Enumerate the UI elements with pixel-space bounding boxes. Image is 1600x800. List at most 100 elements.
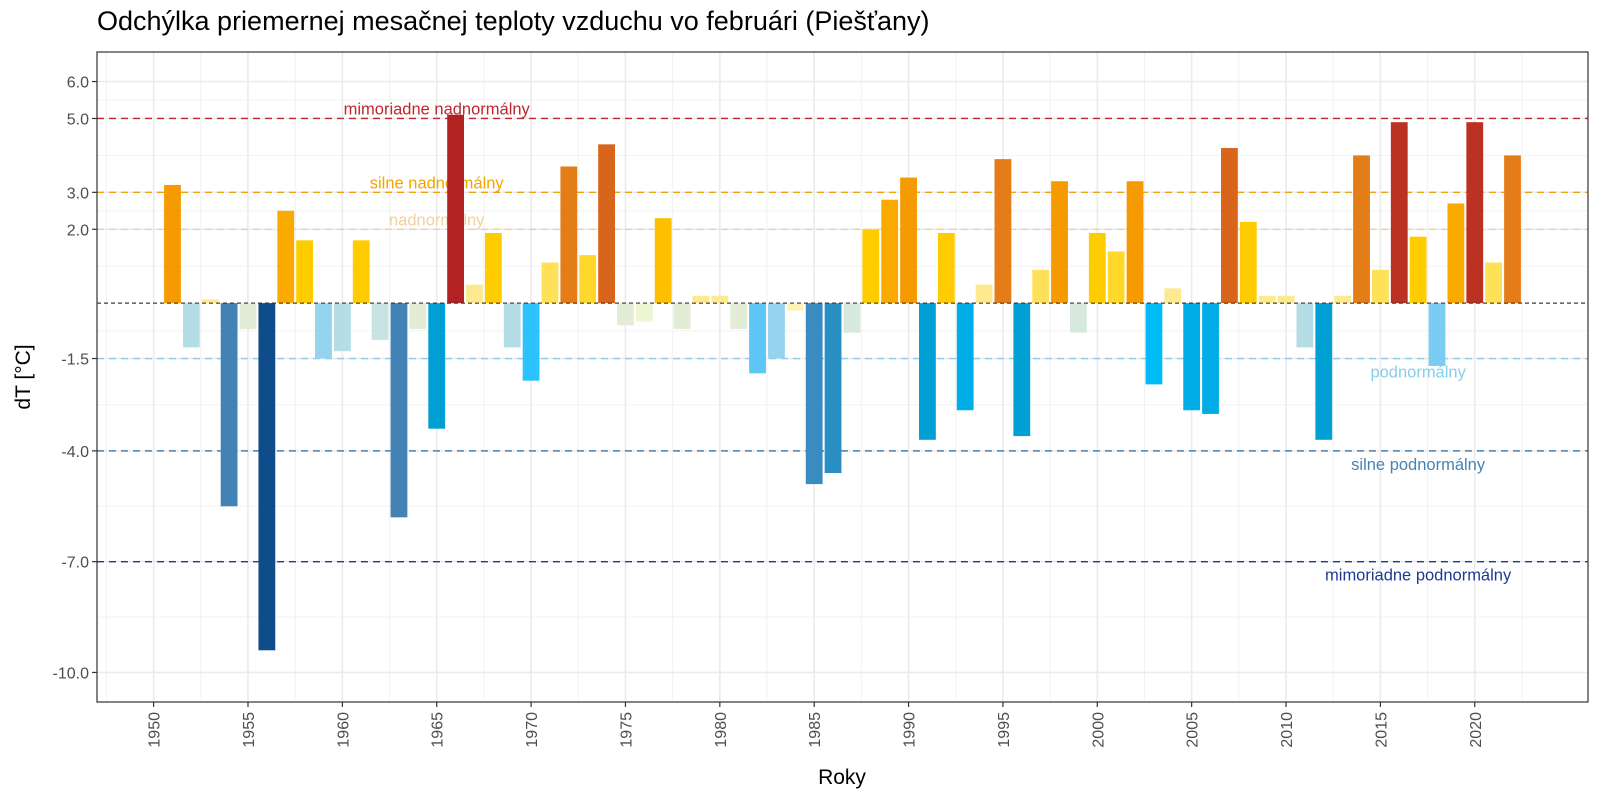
bar-1985 (805, 303, 823, 485)
bar-2000 (1088, 232, 1106, 304)
bar-1956 (258, 303, 276, 651)
y-tick-label: 3.0 (67, 185, 89, 202)
threshold-label: podnormálny (1370, 364, 1466, 382)
bar-1973 (579, 255, 597, 304)
bar-1995 (994, 159, 1012, 304)
bar-1971 (541, 262, 559, 304)
bar-1998 (1051, 181, 1068, 304)
bar-2007 (1221, 148, 1238, 304)
bar-2022 (1504, 155, 1521, 304)
bar-2009 (1258, 295, 1276, 304)
bar-1955 (239, 303, 257, 329)
bar-2014 (1353, 155, 1370, 304)
bar-1980 (711, 295, 729, 304)
x-tick-label: 2005 (1185, 712, 1202, 748)
y-tick-label: -4.0 (61, 444, 89, 461)
bar-2021 (1485, 262, 1503, 304)
bar-1987 (843, 303, 861, 333)
bar-2016 (1390, 122, 1408, 304)
bar-2003 (1145, 303, 1163, 385)
y-tick-label: 2.0 (67, 222, 89, 239)
bar-1970 (522, 303, 540, 381)
x-tick-label: 1990 (902, 712, 919, 748)
x-tick-label: 1950 (147, 712, 164, 748)
threshold-label: nadnormálny (389, 211, 485, 229)
bar-1953 (201, 299, 219, 304)
bar-2020 (1466, 122, 1484, 304)
bar-1957 (277, 210, 295, 304)
bar-1952 (182, 303, 200, 348)
bars (97, 114, 1588, 651)
bar-2018 (1428, 303, 1446, 366)
x-tick-label: 1980 (713, 712, 730, 748)
bar-2004 (1164, 288, 1182, 304)
bar-1993 (956, 303, 974, 411)
x-tick-label: 1995 (996, 712, 1013, 748)
bar-1984 (786, 303, 804, 311)
plot-border (96, 51, 1589, 703)
bar-1989 (881, 199, 899, 304)
bar-2010 (1277, 295, 1295, 304)
bar-1988 (862, 229, 880, 304)
bar-1975 (617, 303, 634, 326)
bar-2015 (1371, 269, 1389, 304)
y-tick-label: -10.0 (53, 665, 90, 682)
bar-1974 (598, 144, 615, 304)
y-tick-label: -7.0 (61, 555, 89, 572)
bar-1983 (768, 303, 785, 359)
bar-1999 (1070, 303, 1087, 333)
x-tick-label: 1970 (524, 712, 541, 748)
bar-1992 (937, 232, 955, 304)
y-axis: 6.0 5.0 3.0 2.0 -1.5 -4.0 -7.0 -10.0 (53, 75, 97, 682)
x-tick-label: 2010 (1279, 712, 1296, 748)
bar-1996 (1013, 303, 1031, 437)
bar-2008 (1239, 221, 1257, 304)
bar-1962 (371, 303, 389, 341)
bar-1997 (1032, 269, 1050, 304)
bar-1966 (447, 114, 464, 304)
bar-2006 (1202, 303, 1219, 414)
bar-1965 (428, 303, 446, 429)
y-tick-label: 6.0 (67, 75, 89, 92)
bar-1977 (654, 218, 672, 304)
x-axis: 1950 1955 1960 1965 1970 1975 1980 1985 1990 1995… (147, 702, 1485, 748)
x-tick-label: 2020 (1468, 712, 1485, 748)
threshold-label: mimoriadne nadnormálny (344, 100, 531, 118)
bar-1968 (484, 232, 502, 304)
threshold-labels: mimoriadne nadnormálny silne nadnormálny n… (344, 100, 1512, 584)
x-tick-label: 2015 (1373, 712, 1390, 748)
x-tick-label: 1975 (618, 712, 635, 748)
bar-1964 (409, 303, 427, 329)
grid-minor (97, 52, 1588, 702)
bar-1978 (673, 303, 691, 329)
threshold-label: silne podnormálny (1351, 456, 1486, 474)
bar-1951 (164, 184, 181, 304)
x-tick-label: 1960 (335, 712, 352, 748)
bar-1986 (824, 303, 842, 474)
bar-2019 (1447, 203, 1465, 304)
bar-2011 (1296, 303, 1314, 348)
chart-title: Odchýlka priemernej mesačnej teploty vzd… (97, 6, 930, 36)
x-axis-title: Roky (818, 766, 866, 789)
bar-2001 (1107, 251, 1125, 304)
bar-1982 (749, 303, 766, 374)
bar-2005 (1183, 303, 1201, 411)
threshold-label: mimoriadne podnormálny (1325, 567, 1512, 585)
bar-1979 (692, 295, 710, 304)
bar-2002 (1126, 181, 1144, 304)
x-tick-label: 2000 (1090, 712, 1107, 748)
bar-1963 (390, 303, 408, 518)
bar-1972 (560, 166, 578, 304)
x-tick-label: 1955 (241, 712, 258, 748)
bar-1976 (635, 303, 653, 322)
y-axis-title: dT [°C] (12, 344, 35, 409)
y-tick-label: 5.0 (67, 111, 89, 128)
x-tick-label: 1965 (430, 712, 447, 748)
plot-background (97, 52, 1588, 702)
bar-1969 (503, 303, 521, 348)
bar-2013 (1334, 295, 1352, 304)
threshold-label: silne nadnormálny (370, 174, 505, 192)
bar-1959 (315, 303, 332, 359)
bar-1961 (352, 240, 370, 304)
bar-1990 (900, 177, 917, 304)
